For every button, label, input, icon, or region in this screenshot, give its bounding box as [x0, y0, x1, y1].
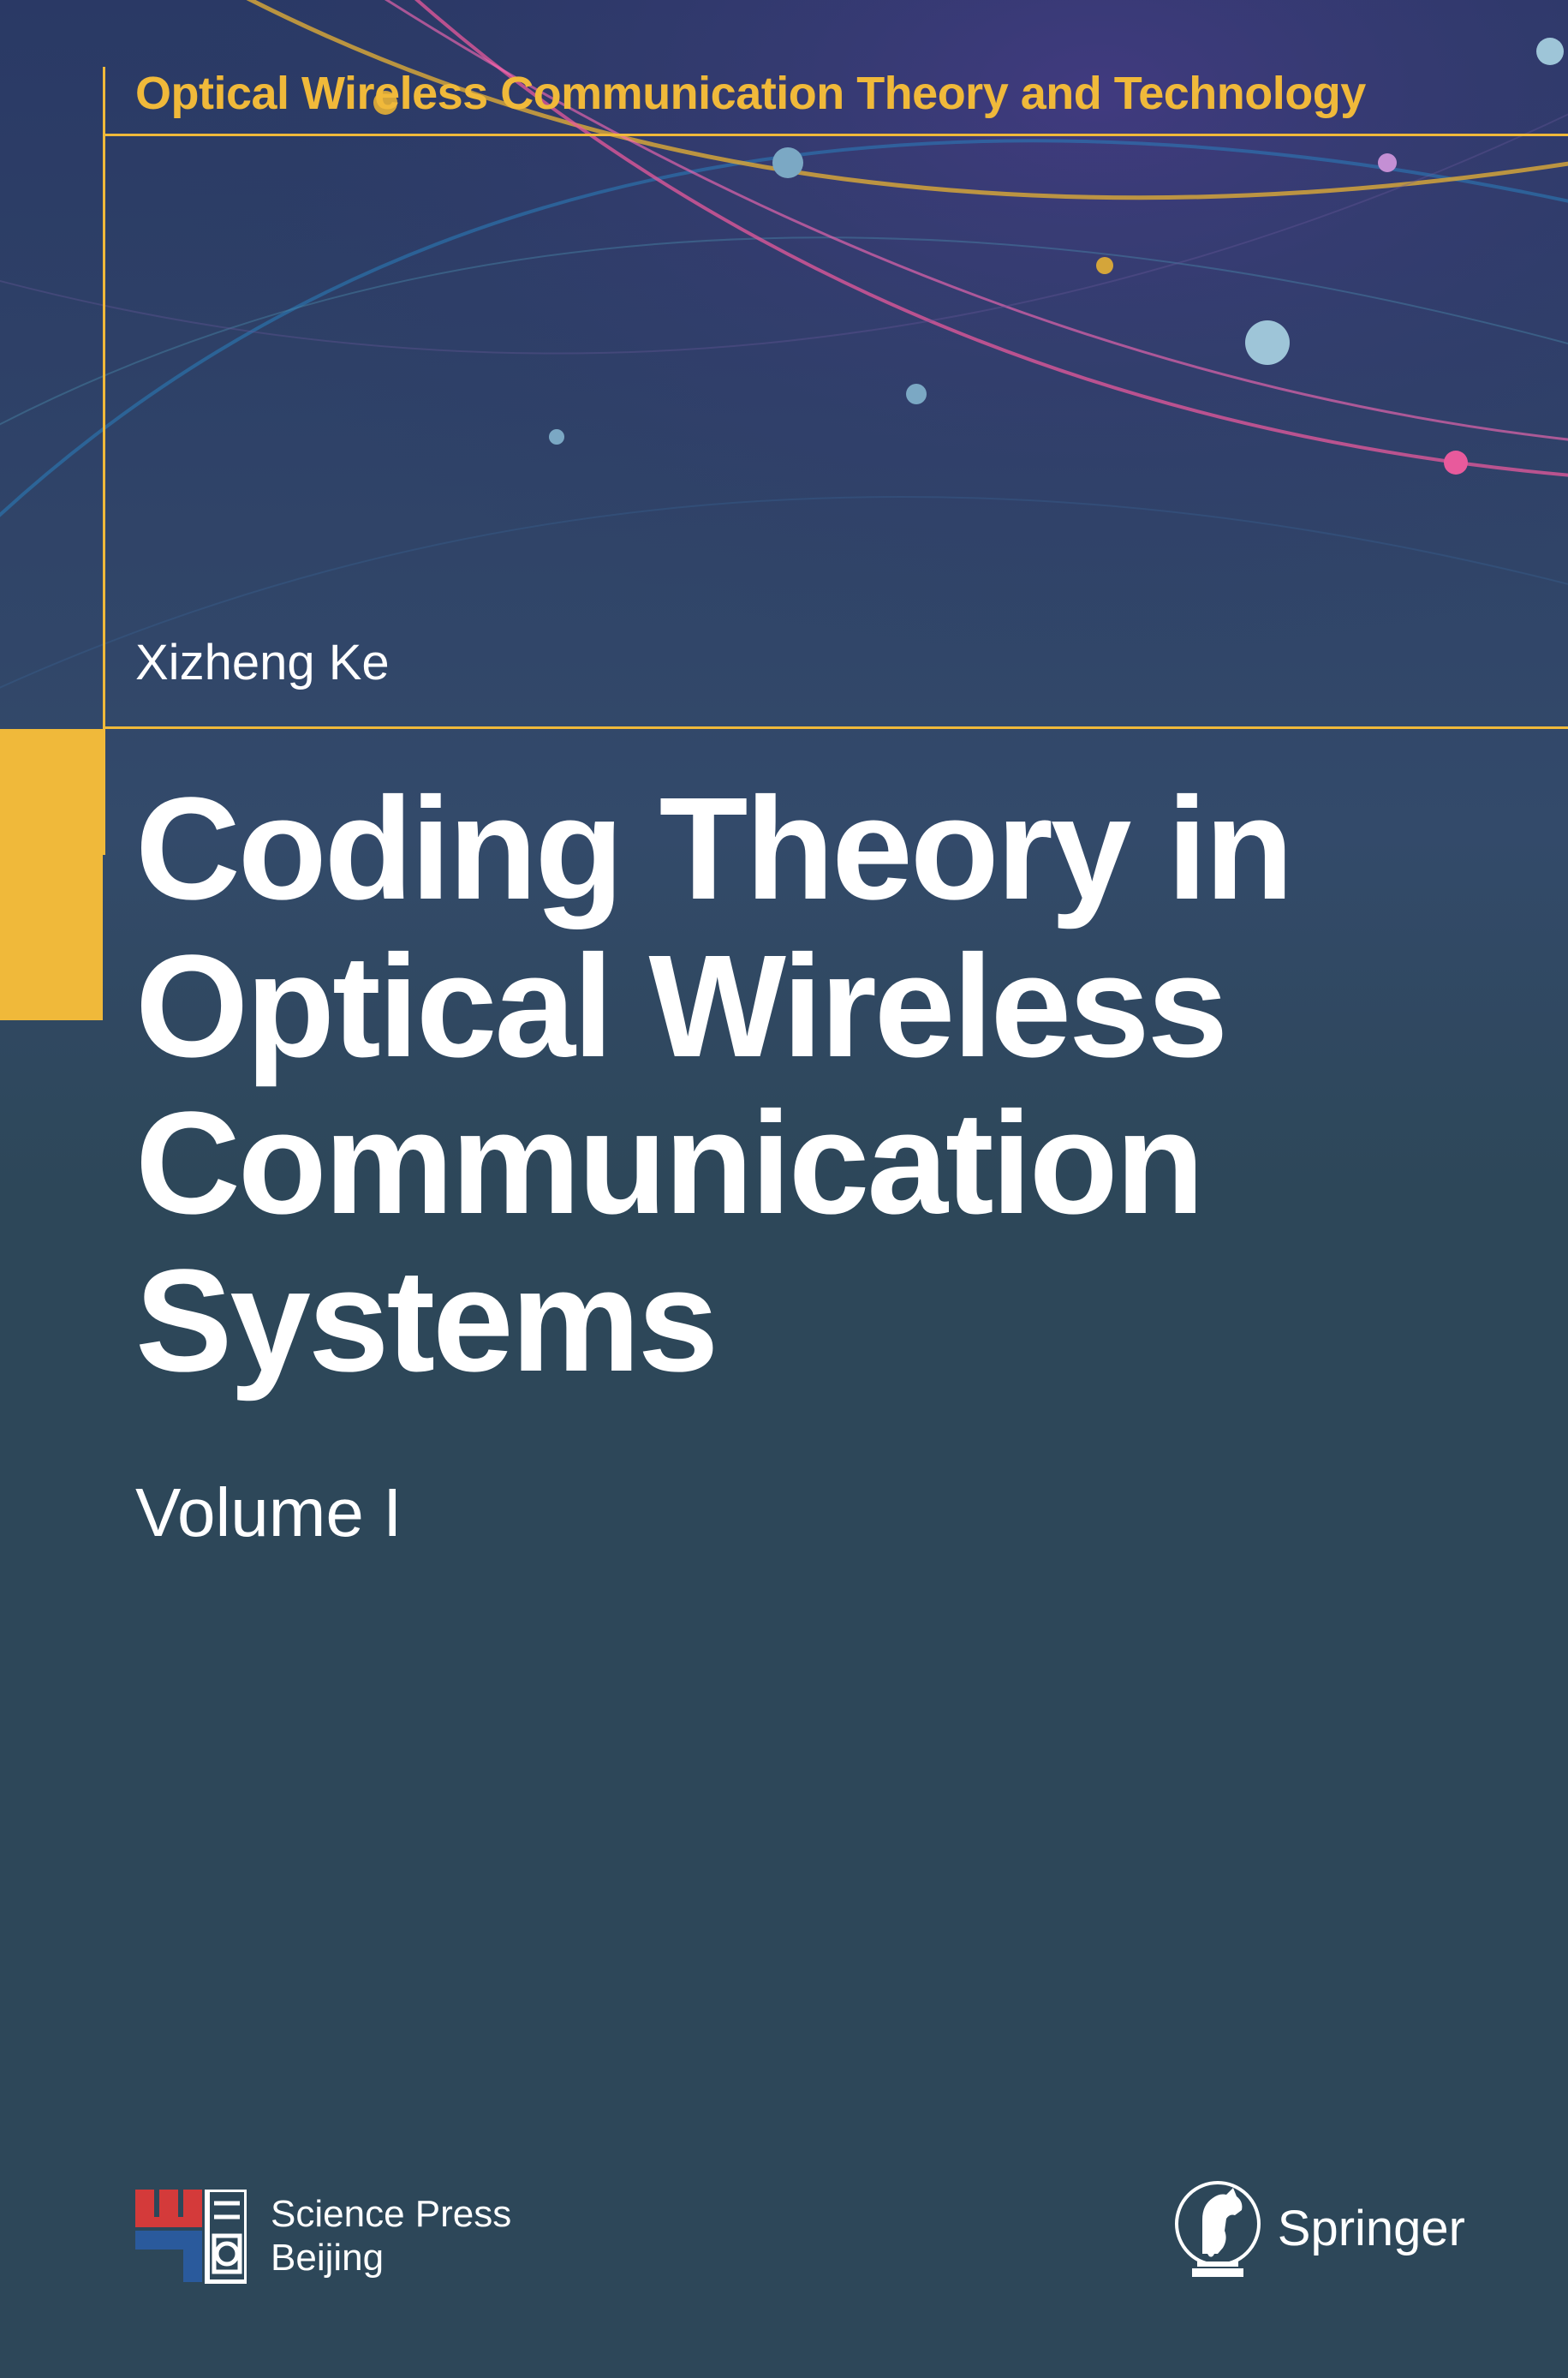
title-divider: [103, 726, 1568, 729]
book-title: Coding Theory in Optical Wireless Commun…: [135, 771, 1491, 1400]
science-press-logo-icon: [135, 2190, 247, 2284]
springer-name: Springer: [1278, 2200, 1465, 2257]
book-cover: Optical Wireless Communication Theory an…: [0, 0, 1568, 2378]
science-press-text: Science Press Beijing: [271, 2193, 511, 2279]
series-underline: [103, 134, 1568, 136]
series-header: Optical Wireless Communication Theory an…: [103, 67, 1568, 130]
science-press-line2: Beijing: [271, 2237, 511, 2280]
springer-horse-icon: [1175, 2172, 1261, 2284]
author-name: Xizheng Ke: [135, 634, 390, 691]
accent-block: [0, 729, 103, 1020]
series-title: Optical Wireless Communication Theory an…: [103, 67, 1366, 130]
publisher-footer: Science Press Beijing Springer: [135, 2172, 1465, 2284]
book-subtitle: Volume I: [135, 1473, 402, 1552]
series-vertical-rule: [103, 67, 105, 855]
publisher-science-press: Science Press Beijing: [135, 2190, 511, 2284]
science-press-line1: Science Press: [271, 2193, 511, 2237]
publisher-springer: Springer: [1175, 2172, 1465, 2284]
